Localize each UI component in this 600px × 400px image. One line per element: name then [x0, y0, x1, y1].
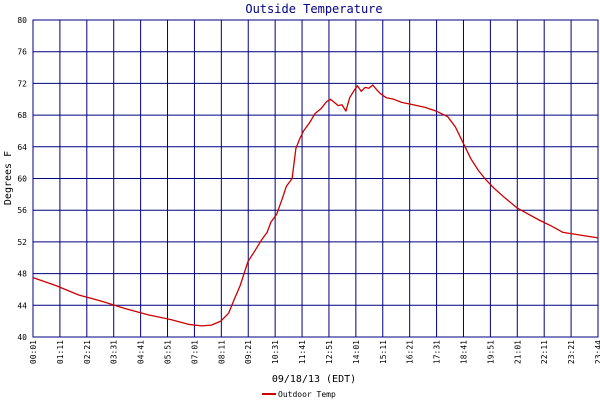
x-tick-label: 23:21	[567, 340, 576, 364]
y-axis-ticks: 40 44 48 52 56 60 64 68 72 76 80	[17, 16, 27, 342]
x-tick-label: 03:31	[110, 340, 119, 364]
x-tick-label: 11:41	[298, 340, 307, 364]
x-tick-label: 17:31	[433, 340, 442, 364]
x-tick-label: 02:21	[83, 340, 92, 364]
x-tick-label: 16:21	[406, 340, 415, 364]
chart-title: Outside Temperature	[245, 2, 382, 16]
y-tick-label: 76	[17, 48, 27, 57]
plot-area-border	[32, 19, 599, 338]
x-tick-label: 00:01	[29, 340, 38, 364]
x-tick-label: 19:51	[486, 340, 495, 364]
x-axis-label: 09/18/13 (EDT)	[272, 374, 356, 385]
x-tick-label: 12:51	[325, 340, 334, 364]
y-tick-label: 48	[17, 270, 27, 279]
x-tick-label: 21:01	[513, 340, 522, 364]
x-tick-label: 18:41	[459, 340, 468, 364]
y-tick-label: 80	[17, 16, 27, 25]
legend: Outdoor Temp	[262, 390, 336, 399]
y-tick-label: 52	[17, 238, 27, 247]
y-axis-label: Degrees F	[3, 151, 14, 205]
y-tick-label: 60	[17, 175, 27, 184]
series-group	[32, 84, 599, 327]
x-tick-label: 04:41	[137, 340, 146, 364]
x-tick-label: 01:11	[56, 340, 65, 364]
x-tick-label: 23:44	[594, 340, 600, 364]
series-line-outdoor-temp	[32, 84, 599, 327]
y-tick-label: 56	[17, 206, 27, 215]
x-tick-label: 09:21	[244, 340, 253, 364]
x-tick-label: 10:31	[271, 340, 280, 364]
x-tick-label: 14:01	[352, 340, 361, 364]
x-tick-label: 05:51	[164, 340, 173, 364]
y-tick-label: 64	[17, 143, 27, 152]
y-tick-label: 44	[17, 301, 27, 310]
y-tick-label: 68	[17, 111, 27, 120]
legend-label: Outdoor Temp	[278, 390, 336, 399]
y-tick-label: 40	[17, 333, 27, 342]
x-axis-ticks: 00:01 01:11 02:21 03:31 04:41 05:51 07:01 08:11…	[29, 340, 600, 364]
x-tick-label: 08:11	[217, 340, 226, 364]
x-tick-label: 15:11	[379, 340, 388, 364]
y-tick-label: 72	[17, 79, 27, 88]
x-tick-label: 22:11	[540, 340, 549, 364]
x-tick-label: 07:01	[190, 340, 199, 364]
